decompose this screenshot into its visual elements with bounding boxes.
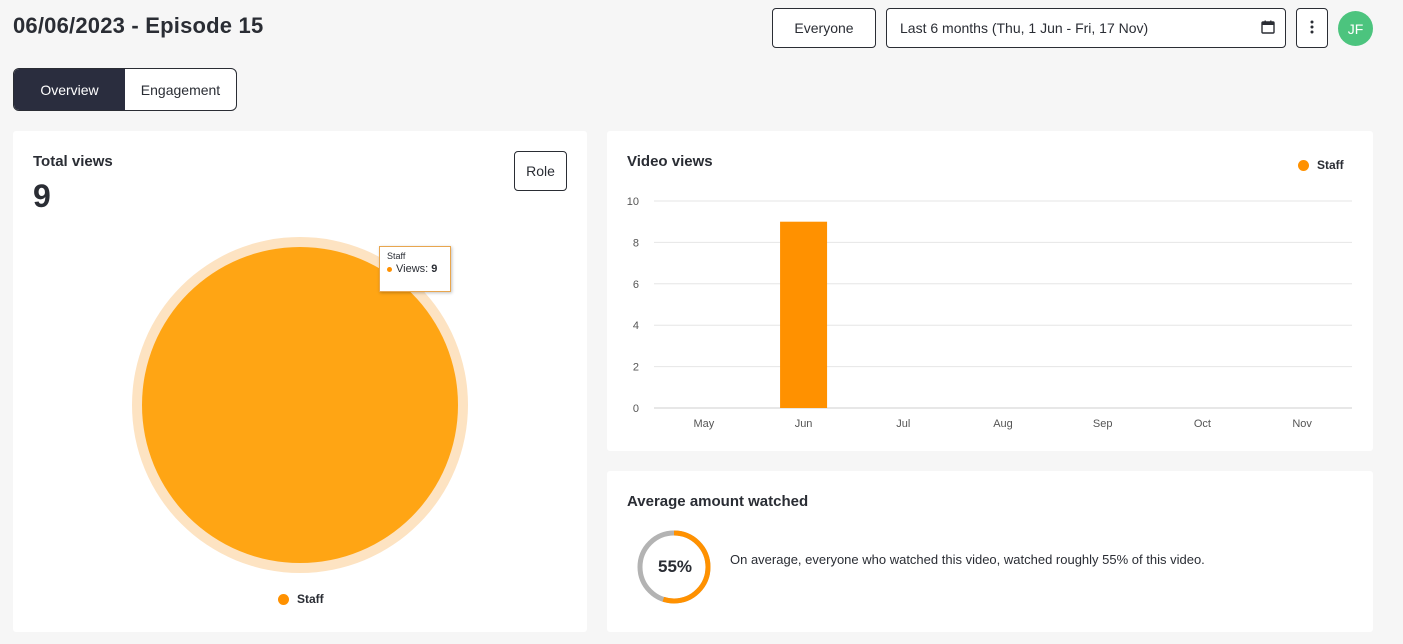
y-tick-label: 4 — [633, 320, 639, 332]
vertical-dots-icon — [1310, 20, 1314, 37]
total-views-card: Total views 9 Role Staff Views: 9 Staff — [13, 131, 587, 632]
date-range-picker[interactable]: Last 6 months (Thu, 1 Jun - Fri, 17 Nov) — [886, 8, 1286, 48]
total-views-title: Total views — [33, 153, 113, 170]
tab-overview[interactable]: Overview — [14, 69, 125, 110]
pie-legend-item[interactable]: Staff — [278, 592, 324, 606]
total-views-pie-chart — [132, 237, 468, 573]
date-range-label: Last 6 months (Thu, 1 Jun - Fri, 17 Nov) — [900, 20, 1149, 36]
y-tick-label: 0 — [633, 403, 639, 415]
x-tick-label: Jun — [795, 418, 813, 430]
y-tick-label: 10 — [627, 196, 639, 208]
legend-dot — [278, 593, 289, 605]
total-views-count: 9 — [33, 178, 51, 214]
y-tick-label: 8 — [633, 237, 639, 249]
bar-legend-item[interactable]: Staff — [1298, 158, 1344, 172]
average-watched-title: Average amount watched — [627, 493, 809, 510]
video-views-bar-chart: 0 2 4 6 8 10 May Jun Jul Aug Sep Oct Nov — [627, 196, 1352, 430]
calendar-icon — [1261, 20, 1275, 37]
tooltip-title: Staff — [387, 251, 406, 261]
avatar[interactable]: JF — [1338, 11, 1373, 46]
page-title: 06/06/2023 - Episode 15 — [13, 13, 264, 38]
tooltip-value: 9 — [431, 263, 438, 275]
x-tick-label: Aug — [993, 418, 1013, 430]
role-button[interactable]: Role — [514, 151, 567, 191]
more-options-button[interactable] — [1296, 8, 1328, 48]
bar-legend-label: Staff — [1317, 158, 1344, 172]
pie-tooltip: Staff Views: 9 — [379, 246, 451, 292]
role-button-label: Role — [526, 163, 555, 179]
bar-jun[interactable] — [780, 221, 828, 408]
tab-bar: Overview Engagement — [13, 68, 237, 111]
video-views-title: Video views — [627, 153, 713, 170]
average-watched-description: On average, everyone who watched this vi… — [730, 552, 1205, 567]
tooltip-series-dot — [387, 266, 392, 272]
tab-engagement[interactable]: Engagement — [140, 81, 221, 98]
audience-filter-button[interactable]: Everyone — [772, 8, 876, 48]
video-views-card: Video views Staff 0 2 4 6 8 10 May Jun Jul Aug Sep… — [607, 131, 1373, 451]
x-tick-label: Sep — [1093, 418, 1113, 430]
x-tick-label: Jul — [896, 418, 910, 430]
x-tick-label: Nov — [1292, 418, 1312, 430]
gauge-percent-label: 55% — [657, 557, 693, 576]
average-watched-card: Average amount watched 55% On average, e… — [607, 471, 1373, 632]
tooltip-key: Views: — [396, 263, 429, 275]
legend-dot — [1298, 159, 1309, 171]
y-tick-label: 6 — [633, 279, 639, 291]
average-watched-gauge — [637, 530, 711, 604]
audience-filter-label: Everyone — [794, 20, 854, 36]
x-tick-label: May — [693, 418, 714, 430]
gauge-progress — [637, 530, 711, 604]
x-tick-label: Oct — [1194, 418, 1211, 430]
pie-legend-label: Staff — [297, 592, 324, 606]
y-tick-label: 2 — [633, 362, 639, 374]
pie-slice-staff[interactable] — [142, 247, 458, 563]
